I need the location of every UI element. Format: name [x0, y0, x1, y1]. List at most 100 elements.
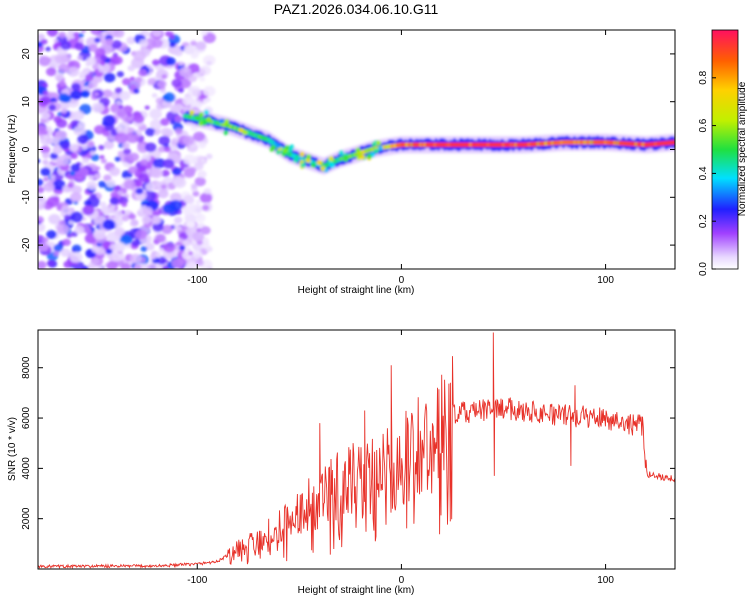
noise-blob — [152, 158, 166, 169]
noise-blob — [198, 141, 207, 149]
noise-blob — [139, 39, 149, 48]
noise-blob — [185, 247, 192, 253]
noise-blob — [195, 207, 202, 213]
noise-blob — [46, 30, 58, 37]
noise-blob — [117, 190, 124, 196]
noise-blob — [145, 127, 156, 137]
noise-blob — [161, 74, 167, 79]
noise-blob — [56, 118, 68, 128]
noise-blob — [152, 59, 160, 66]
noise-blob — [42, 159, 49, 165]
noise-blob — [145, 242, 155, 251]
noise-blob — [102, 130, 110, 137]
noise-blob — [194, 72, 202, 79]
noise-blob — [90, 30, 102, 36]
y-tick-label: -20 — [21, 237, 32, 252]
noise-blob — [46, 230, 57, 239]
noise-blob — [89, 150, 96, 156]
noise-blob — [129, 76, 135, 82]
noise-blob — [105, 38, 114, 46]
noise-blob — [155, 97, 164, 105]
ridge-blob — [194, 115, 200, 121]
ridge-blob — [378, 145, 384, 151]
noise-blob — [81, 144, 88, 150]
noise-blob — [123, 148, 132, 155]
noise-blob — [196, 228, 202, 233]
noise-blob — [191, 88, 202, 97]
noise-blob — [114, 185, 122, 191]
y-tick-label: 10 — [21, 96, 32, 108]
ridge-blob — [276, 143, 282, 149]
y-tick-label: 2000 — [21, 507, 32, 530]
ridge-blob — [305, 157, 311, 163]
noise-blob — [179, 66, 192, 77]
noise-blob — [205, 97, 211, 103]
x-tick-label: 100 — [597, 575, 614, 586]
noise-blob — [62, 238, 71, 247]
noise-blob — [110, 204, 116, 209]
noise-blob — [161, 224, 173, 235]
noise-blob — [195, 199, 201, 205]
noise-blob — [94, 125, 106, 135]
noise-blob — [174, 115, 183, 123]
noise-blob — [109, 197, 119, 205]
noise-blob — [200, 226, 211, 235]
noise-blob — [38, 105, 47, 114]
snr-xlabel: Height of straight line (km) — [298, 585, 415, 596]
noise-blob — [199, 76, 206, 82]
noise-blob — [178, 238, 184, 243]
noise-blob — [101, 121, 108, 126]
y-tick-label: 0 — [21, 146, 32, 152]
noise-blob — [59, 139, 71, 150]
noise-blob — [109, 166, 121, 177]
noise-blob — [40, 38, 48, 45]
noise-blob — [60, 41, 72, 51]
noise-blob — [77, 55, 83, 61]
noise-blob — [61, 108, 68, 114]
noise-blob — [60, 248, 71, 257]
noise-blob — [178, 61, 184, 66]
noise-blob — [100, 54, 108, 61]
noise-blob — [88, 80, 98, 89]
noise-blob — [74, 225, 85, 234]
noise-blob — [105, 248, 113, 255]
noise-blob — [145, 182, 156, 192]
noise-blob — [183, 45, 195, 55]
noise-blob — [98, 144, 105, 151]
noise-blob — [38, 178, 44, 187]
noise-blob — [158, 247, 165, 253]
noise-blob — [135, 187, 144, 195]
noise-blob — [102, 89, 113, 98]
noise-blob — [81, 30, 86, 34]
noise-blob — [50, 97, 57, 104]
noise-blob — [149, 108, 162, 120]
chart-title: PAZ1.2026.034.06.10.G11 — [273, 1, 439, 17]
noise-blob — [173, 216, 183, 224]
noise-blob — [103, 72, 116, 83]
noise-blob — [82, 157, 90, 164]
noise-blob — [199, 65, 212, 76]
noise-blob — [68, 220, 74, 225]
noise-blob — [113, 241, 126, 252]
noise-blob — [114, 227, 125, 236]
noise-blob — [41, 152, 50, 159]
noise-blob — [48, 214, 61, 225]
noise-blob — [192, 190, 200, 197]
noise-blob — [163, 92, 176, 103]
noise-blob — [68, 61, 75, 67]
spectrogram-blobs — [38, 30, 675, 269]
x-tick-label: 100 — [597, 275, 614, 286]
ridge-blob — [289, 144, 295, 150]
ridge-blob — [293, 157, 299, 163]
noise-blob — [161, 169, 170, 177]
noise-blob — [52, 179, 66, 191]
noise-blob — [92, 258, 100, 265]
noise-blob — [69, 143, 79, 152]
noise-blob — [78, 33, 84, 38]
noise-blob — [129, 253, 142, 264]
noise-blob — [149, 254, 157, 260]
ridge-blob — [269, 146, 275, 152]
noise-blob — [120, 263, 131, 269]
noise-blob — [55, 130, 68, 141]
